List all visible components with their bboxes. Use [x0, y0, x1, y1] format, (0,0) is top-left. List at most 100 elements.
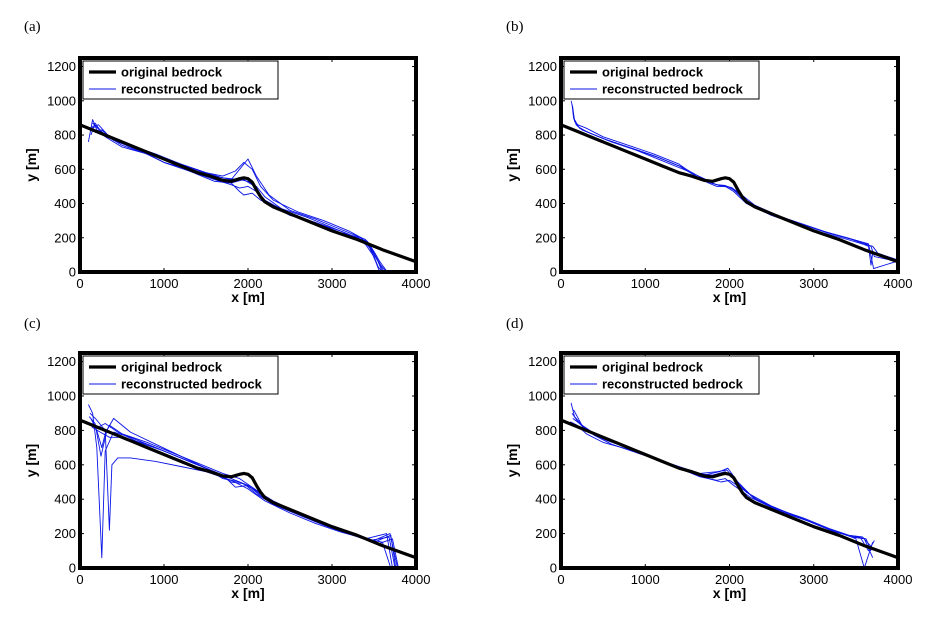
y-tick-label: 1200 [528, 354, 557, 369]
y-tick-label: 600 [54, 457, 76, 472]
x-tick-label: 1000 [150, 572, 179, 587]
x-tick-label: 0 [557, 572, 564, 587]
y-tick-label: 0 [69, 265, 76, 280]
y-tick-label: 0 [550, 561, 557, 576]
series-reconstructed-bedrock-4 [92, 122, 380, 271]
y-axis-label: y [m] [504, 148, 520, 181]
legend-box [563, 60, 760, 100]
series-reconstructed-bedrock-5 [570, 421, 873, 548]
x-tick-label: 4000 [884, 572, 913, 587]
series-reconstructed-bedrock-1 [570, 402, 874, 568]
y-tick-label: 400 [54, 196, 76, 211]
x-tick-label: 2000 [715, 276, 744, 291]
x-tick-label: 4000 [884, 276, 913, 291]
y-tick-label: 200 [54, 526, 76, 541]
y-axis-label: y [m] [23, 444, 39, 477]
legend: original bedrock reconstructed bedrock [563, 355, 760, 395]
y-tick-label: 400 [535, 196, 557, 211]
x-axis-label: x [m] [231, 585, 264, 601]
legend: original bedrock reconstructed bedrock [563, 60, 760, 100]
panel-a: (a) 0 1000 2000 3000 4000 0 200 400 600 800 1000 120… [23, 19, 430, 305]
panel-label: (b) [506, 19, 524, 35]
legend: original bedrock reconstructed bedrock [82, 355, 279, 395]
series-reconstructed-bedrock-2 [89, 126, 385, 272]
legend-label-reconstructed: reconstructed bedrock [121, 82, 263, 97]
x-tick-label: 1000 [631, 572, 660, 587]
legend-box [82, 355, 279, 395]
y-tick-label: 200 [535, 230, 557, 245]
y-tick-label: 400 [535, 492, 557, 507]
panel-d: (d) 0 1000 2000 3000 4000 0 200 400 600 800 1000 120… [504, 316, 912, 601]
y-axis-label: y [m] [504, 444, 520, 477]
x-axis-label: x [m] [713, 289, 746, 305]
y-tick-label: 600 [535, 457, 557, 472]
x-tick-label: 0 [76, 572, 83, 587]
x-tick-label: 4000 [402, 276, 431, 291]
panel-b: (b) 0 1000 2000 3000 4000 0 200 400 600 800 1000 120… [504, 19, 912, 305]
y-tick-label: 200 [54, 230, 76, 245]
series-reconstructed-bedrock-1 [87, 119, 383, 272]
legend-label-reconstructed: reconstructed bedrock [121, 377, 263, 392]
y-tick-label: 800 [535, 128, 557, 143]
panel-c: (c) 0 1000 2000 3000 4000 0 200 400 600 800 1000 120… [23, 316, 430, 601]
legend-label-reconstructed: reconstructed bedrock [602, 377, 744, 392]
series-group [561, 100, 898, 270]
x-tick-label: 2000 [234, 276, 263, 291]
x-axis-label: x [m] [231, 289, 264, 305]
y-tick-label: 800 [535, 423, 557, 438]
x-tick-label: 1000 [150, 276, 179, 291]
y-tick-label: 400 [54, 492, 76, 507]
series-group [80, 119, 416, 272]
x-tick-label: 3000 [318, 276, 347, 291]
series-reconstructed-bedrock-4 [573, 117, 898, 270]
legend: original bedrock reconstructed bedrock [82, 60, 279, 100]
series-reconstructed-bedrock-6 [91, 426, 399, 568]
legend-label-original: original bedrock [121, 65, 223, 80]
x-tick-label: 0 [76, 276, 83, 291]
legend-label-original: original bedrock [602, 360, 704, 375]
panel-label: (d) [506, 316, 524, 332]
series-group [561, 402, 898, 568]
x-tick-label: 3000 [799, 276, 828, 291]
y-tick-label: 0 [550, 265, 557, 280]
y-tick-label: 0 [69, 561, 76, 576]
series-reconstructed-bedrock-4 [573, 409, 872, 551]
y-tick-label: 1000 [528, 389, 557, 404]
legend-box [82, 60, 279, 100]
y-tick-label: 600 [54, 162, 76, 177]
x-tick-label: 0 [557, 276, 564, 291]
legend-label-original: original bedrock [602, 65, 704, 80]
series-original-bedrock [561, 418, 898, 560]
legend-label-reconstructed: reconstructed bedrock [602, 82, 744, 97]
x-tick-label: 3000 [318, 572, 347, 587]
series-original-bedrock [561, 123, 898, 264]
series-reconstructed-bedrock-3 [572, 418, 874, 558]
x-tick-label: 2000 [234, 572, 263, 587]
series-original-bedrock [80, 123, 416, 264]
y-tick-label: 1000 [47, 389, 76, 404]
series-reconstructed-bedrock-2 [89, 412, 393, 568]
y-tick-label: 1200 [47, 354, 76, 369]
y-axis-label: y [m] [23, 148, 39, 181]
y-tick-label: 800 [54, 128, 76, 143]
panel-label: (c) [24, 316, 41, 332]
x-tick-label: 2000 [715, 572, 744, 587]
x-tick-label: 3000 [799, 572, 828, 587]
series-group [80, 404, 416, 568]
y-tick-label: 600 [535, 162, 557, 177]
series-reconstructed-bedrock-3 [90, 122, 387, 272]
y-tick-label: 200 [535, 526, 557, 541]
panel-label: (a) [24, 19, 41, 35]
x-tick-label: 1000 [631, 276, 660, 291]
legend-label-original: original bedrock [121, 360, 223, 375]
y-tick-label: 1000 [528, 93, 557, 108]
y-tick-label: 1200 [528, 59, 557, 74]
legend-box [563, 355, 760, 395]
y-tick-label: 1000 [47, 93, 76, 108]
series-original-bedrock [80, 418, 416, 560]
y-tick-label: 800 [54, 423, 76, 438]
x-tick-label: 4000 [402, 572, 431, 587]
x-axis-label: x [m] [713, 585, 746, 601]
y-tick-label: 1200 [47, 59, 76, 74]
